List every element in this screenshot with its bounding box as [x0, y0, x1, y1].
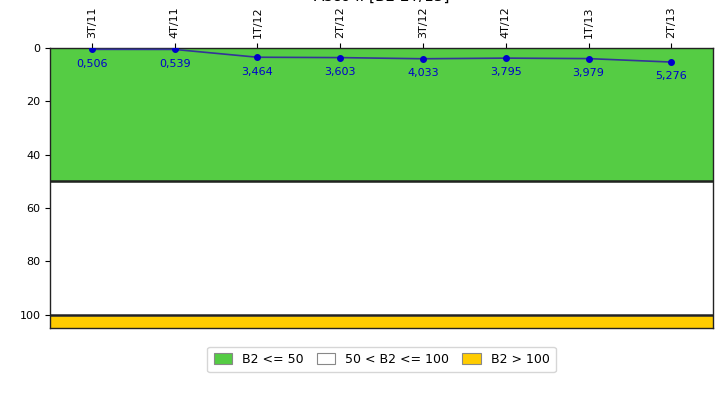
Bar	[50, 48, 713, 181]
Text: 0,539: 0,539	[159, 59, 190, 69]
Bar	[50, 181, 713, 315]
Legend: B2 <= 50, 50 < B2 <= 100, B2 > 100: B2 <= 50, 50 < B2 <= 100, B2 > 100	[207, 347, 556, 372]
Text: 3,795: 3,795	[490, 68, 522, 78]
Text: 0,506: 0,506	[76, 59, 107, 69]
Text: 3,464: 3,464	[241, 66, 274, 76]
Text: 3,979: 3,979	[572, 68, 605, 78]
Bar	[50, 315, 713, 328]
Text: 3,603: 3,603	[325, 67, 356, 77]
Text: 4,033: 4,033	[408, 68, 438, 78]
Text: 5,276: 5,276	[655, 72, 688, 82]
Title: Ascó II [B2 2T/13]: Ascó II [B2 2T/13]	[314, 0, 449, 4]
